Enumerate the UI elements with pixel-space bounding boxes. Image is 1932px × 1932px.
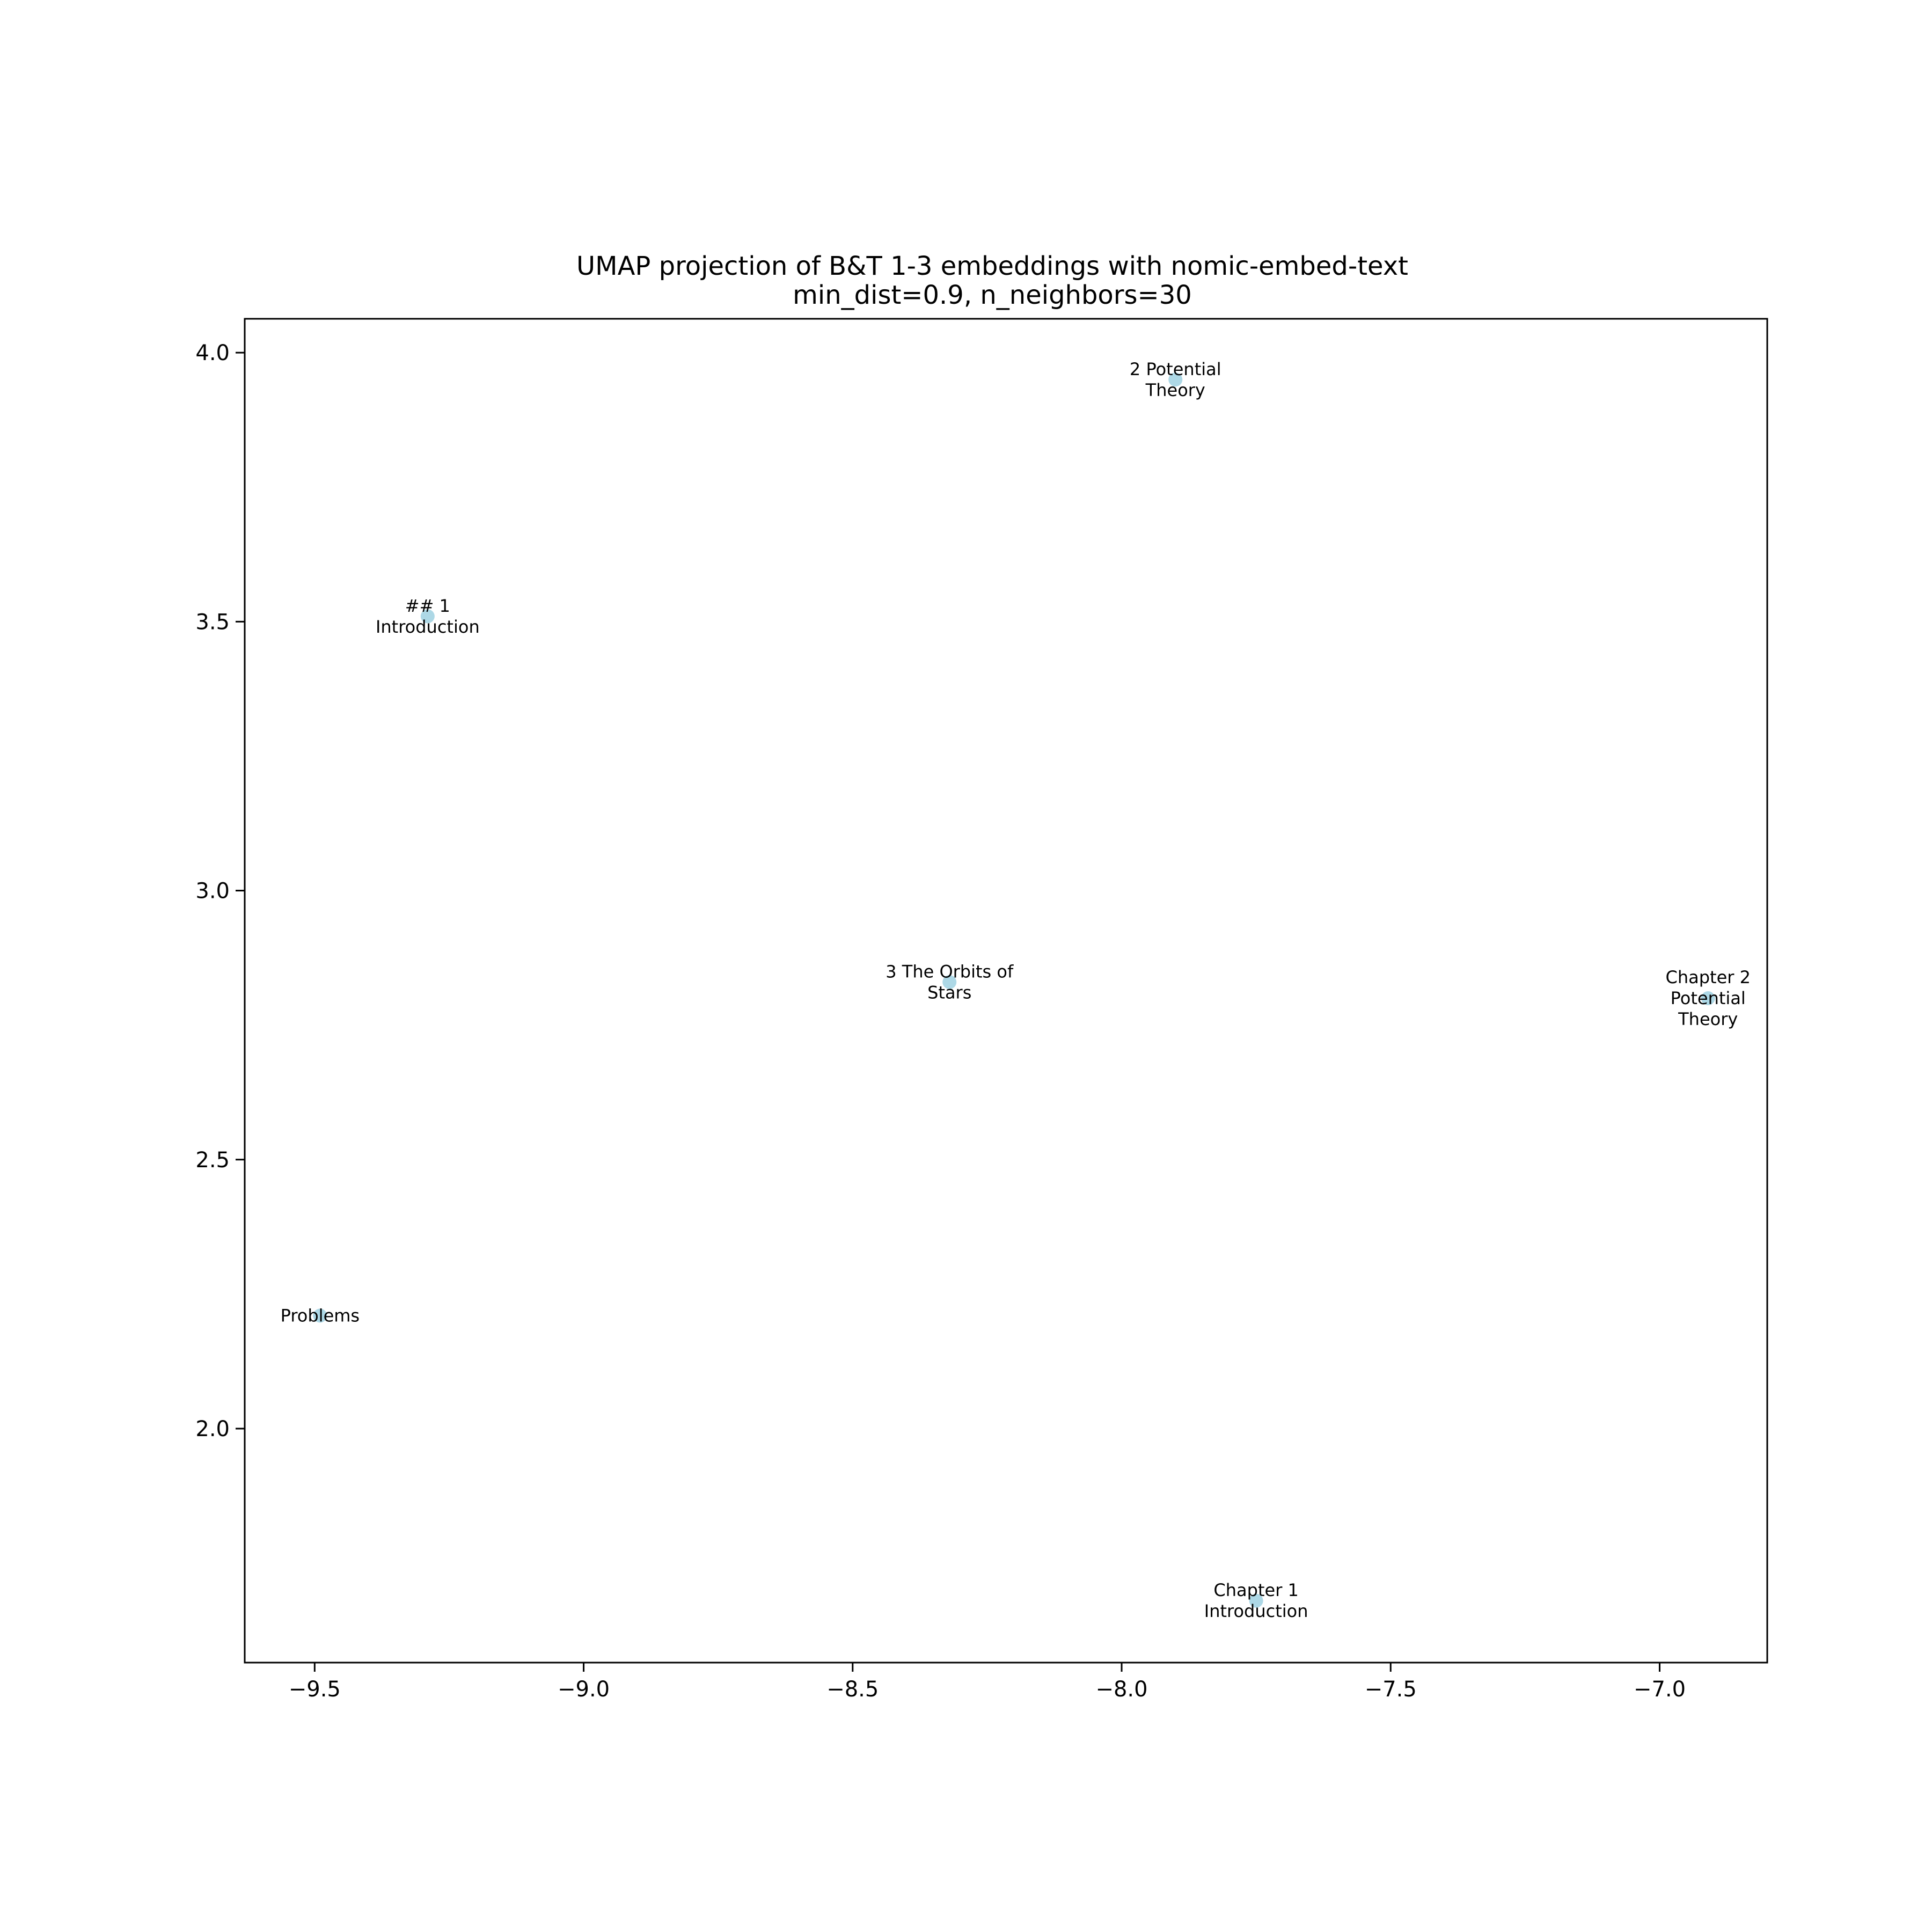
x-tick-label: −8.0: [1095, 1677, 1147, 1702]
x-tick-label: −9.5: [289, 1677, 341, 1702]
point-label: Introduction: [376, 617, 480, 637]
point-label: Introduction: [1204, 1601, 1308, 1621]
data-point: [942, 975, 957, 989]
y-tick-label: 3.5: [195, 610, 230, 634]
point-label: Theory: [1678, 1009, 1738, 1029]
plot-frame: [244, 318, 1768, 1664]
point-label: Potential: [1671, 988, 1746, 1008]
x-tick-label: −8.5: [826, 1677, 879, 1702]
point-label: Theory: [1145, 380, 1205, 400]
data-point: [1168, 372, 1183, 387]
chart-title: UMAP projection of B&T 1-3 embeddings wi…: [576, 251, 1408, 281]
point-label: 3 The Orbits of: [885, 961, 1014, 982]
y-tick-label: 4.0: [195, 341, 230, 365]
point-label: Stars: [927, 982, 971, 1002]
x-tick-label: −9.0: [558, 1677, 610, 1702]
axis-ticks: −9.5 −9.0 −8.5 −8.0 −7.5 −7.0 2.0 2.5 3.0 3.5 4.0: [195, 341, 1686, 1702]
point-label: ## 1: [405, 596, 450, 616]
data-point: [1249, 1593, 1263, 1608]
chart-subtitle: min_dist=0.9, n_neighbors=30: [793, 280, 1192, 310]
data-points: [313, 372, 1715, 1608]
data-point: [313, 1308, 327, 1323]
point-label: Problems: [281, 1305, 360, 1326]
y-tick-label: 2.5: [195, 1148, 230, 1173]
y-tick-label: 2.0: [195, 1417, 230, 1441]
x-tick-label: −7.0: [1634, 1677, 1686, 1702]
point-label: Chapter 2: [1665, 967, 1750, 987]
point-label: 2 Potential: [1130, 359, 1221, 379]
data-point: [1701, 991, 1715, 1006]
point-label: Chapter 1: [1213, 1580, 1298, 1600]
data-point: [420, 609, 435, 624]
y-tick-label: 3.0: [195, 879, 230, 904]
x-tick-label: −7.5: [1365, 1677, 1417, 1702]
